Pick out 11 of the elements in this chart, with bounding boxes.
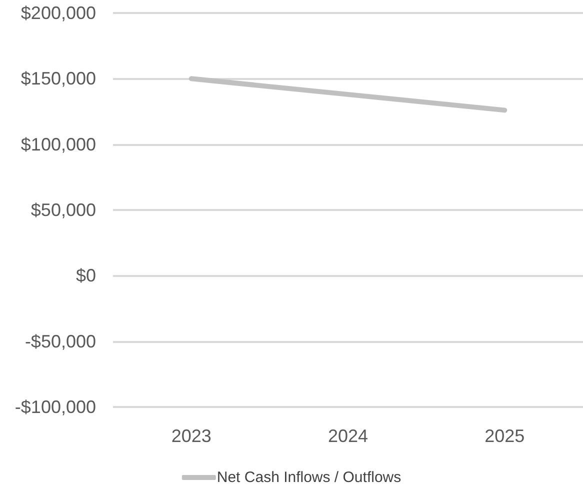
legend-label: Net Cash Inflows / Outflows (216, 469, 402, 486)
y-tick-label: $50,000 (30, 200, 96, 220)
y-tick-label: $0 (76, 266, 96, 286)
x-tick-label: 2024 (328, 426, 368, 446)
x-tick-label: 2023 (171, 426, 212, 446)
x-tick-label: 2025 (484, 426, 525, 446)
y-tick-label: $200,000 (20, 3, 96, 23)
y-tick-label: -$50,000 (24, 331, 96, 352)
y-tick-label: $100,000 (20, 134, 96, 154)
y-tick-label: $150,000 (20, 68, 96, 89)
y-tick-label: -$100,000 (14, 397, 96, 417)
